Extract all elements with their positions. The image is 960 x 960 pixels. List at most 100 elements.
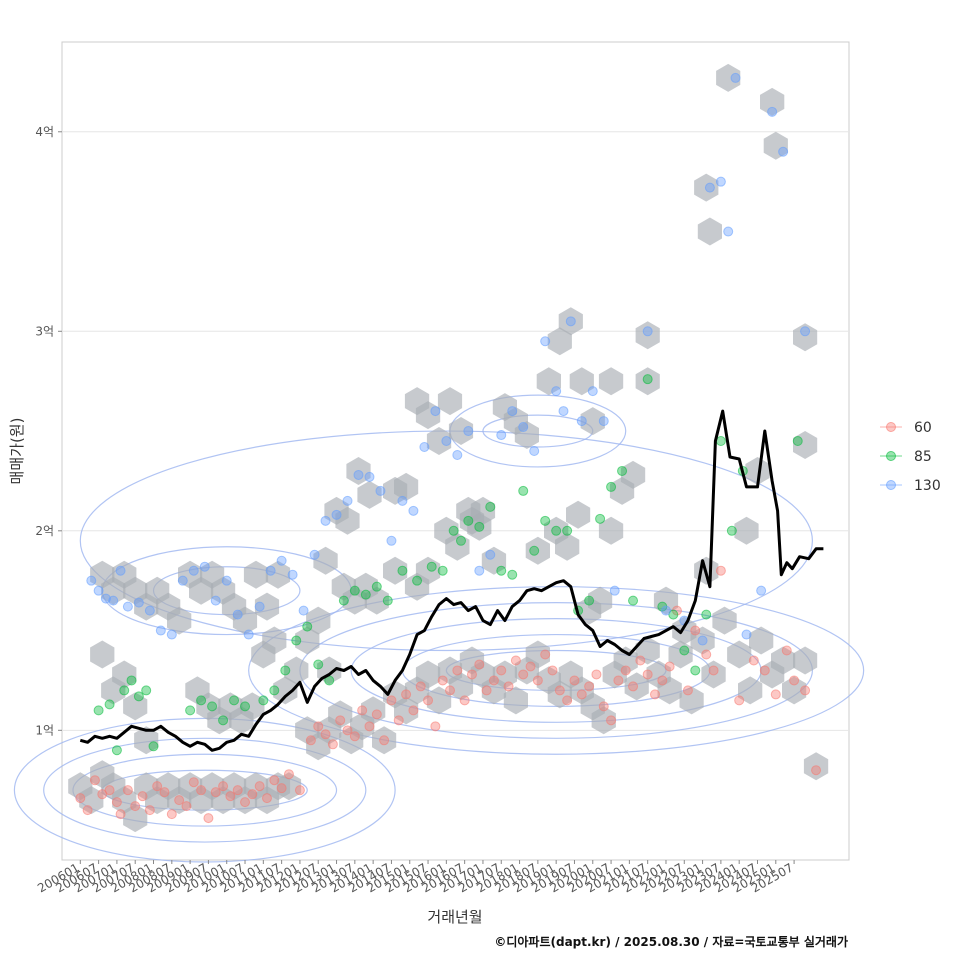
scatter-point-60 (628, 681, 639, 692)
scatter-point-130 (397, 495, 408, 506)
trend-line (79, 409, 824, 752)
hexbin (738, 676, 763, 705)
x-axis-title: 거래년월 (427, 908, 482, 926)
scatter-point-60 (690, 625, 701, 636)
scatter-point-130 (767, 106, 778, 117)
hexbin (357, 480, 382, 509)
hexbin (580, 407, 605, 436)
hexbin (555, 532, 580, 561)
hexbin (276, 772, 302, 801)
scatter-point-85 (529, 545, 540, 556)
hexbin (712, 606, 737, 635)
scatter-point-130 (342, 495, 353, 506)
scatter-point-85 (726, 525, 737, 536)
scatter-point-60 (682, 685, 693, 696)
scatter-point-60 (305, 735, 316, 746)
hexbin (437, 387, 463, 416)
scatter-point-60 (104, 785, 115, 796)
legend-key-point (886, 451, 896, 461)
scatter-point-85 (338, 595, 349, 606)
scatter-point-85 (448, 525, 459, 536)
hexbin (793, 646, 818, 675)
scatter-point-60 (349, 731, 360, 742)
hexbin (771, 646, 796, 675)
hexbin (426, 427, 452, 455)
hexbin (536, 367, 561, 396)
hexbin (672, 616, 697, 645)
scatter-point-60 (137, 791, 148, 802)
scatter-point-60 (364, 721, 375, 732)
scatter-point-130 (353, 469, 364, 480)
legend: 60 85 130 (880, 420, 941, 494)
scatter-point-60 (474, 659, 485, 670)
hexbin (415, 556, 441, 585)
scatter-point-130 (144, 605, 155, 616)
scatter-point-130 (609, 585, 620, 596)
scatter-point-130 (598, 416, 609, 427)
scatter-point-130 (474, 565, 485, 576)
hexbin (635, 367, 660, 396)
hexbin (284, 656, 309, 685)
scatter-point-60 (591, 669, 602, 680)
scatter-point-130 (507, 406, 518, 417)
hexbin (134, 726, 159, 755)
scatter-point-85 (93, 705, 104, 716)
hexbin (598, 516, 624, 545)
hexbin (588, 586, 613, 615)
scatter-point-60 (481, 685, 492, 696)
scatter-point-60 (415, 681, 426, 692)
hexbin (547, 327, 572, 356)
scatter-point-60 (445, 685, 456, 696)
scatter-point-60 (393, 715, 404, 726)
scatter-point-60 (452, 665, 463, 676)
scatter-point-60 (82, 805, 93, 816)
scatter-point-60 (371, 709, 382, 720)
hexbin (793, 431, 818, 459)
y-axis-title: 매매가(원) (8, 418, 26, 485)
scatter-point-60 (576, 689, 587, 700)
hexbin (697, 217, 722, 246)
scatter-point-130 (697, 635, 708, 646)
y-tick-label: 4억 (35, 125, 54, 139)
hexbin (558, 307, 583, 336)
y-tick-label: 1억 (35, 723, 54, 737)
hexbin (679, 686, 704, 715)
scatter-point-60 (584, 681, 595, 692)
density-contour (79, 430, 813, 652)
scatter-point-130 (331, 509, 342, 520)
hexbin (525, 640, 550, 669)
hexbin (492, 660, 517, 689)
hexbin (598, 367, 624, 396)
scatter-point-60 (770, 689, 781, 700)
scatter-point-60 (357, 705, 368, 716)
scatter-point-60 (327, 739, 338, 750)
hexbin (306, 606, 331, 635)
scatter-point-85 (690, 665, 701, 676)
scatter-point-85 (595, 513, 606, 524)
scatter-point-130 (265, 565, 276, 576)
scatter-point-60 (811, 765, 822, 776)
scatter-point-60 (225, 791, 236, 802)
scatter-point-130 (800, 326, 811, 337)
y-tick-label: 2억 (35, 524, 54, 538)
scatter-point-60 (540, 649, 551, 660)
scatter-point-130 (155, 625, 166, 636)
scatter-point-85 (280, 665, 291, 676)
scatter-point-130 (188, 565, 199, 576)
scatter-point-60 (130, 801, 141, 812)
scatter-point-130 (108, 595, 119, 606)
scatter-point-85 (360, 589, 371, 600)
scatter-point-130 (485, 549, 496, 560)
hexbin (734, 516, 759, 545)
scatter-point-60 (649, 689, 660, 700)
scatter-point-85 (185, 705, 196, 716)
scatter-point-60 (510, 655, 521, 666)
scatter-point-60 (715, 565, 726, 576)
scatter-point-60 (503, 681, 514, 692)
hexbin (313, 546, 338, 575)
legend-label: 130 (914, 478, 941, 494)
scatter-point-60 (657, 675, 668, 686)
scatter-point-60 (562, 695, 573, 706)
hexbin (620, 460, 646, 489)
